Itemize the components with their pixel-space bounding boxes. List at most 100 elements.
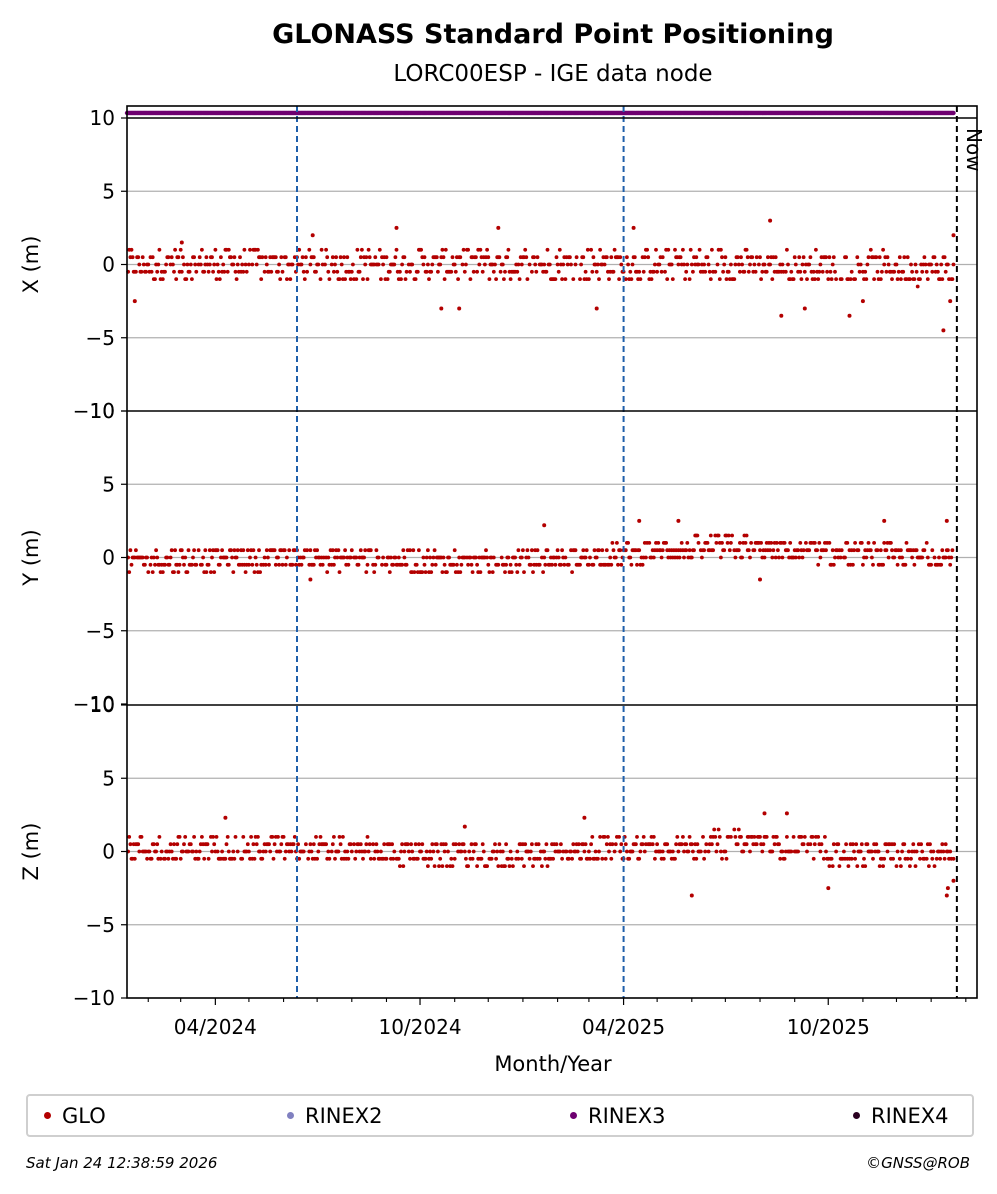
data-point (884, 548, 889, 553)
data-point (182, 562, 186, 567)
data-point (655, 269, 659, 274)
data-point (834, 277, 838, 281)
data-point (445, 570, 449, 574)
data-point (503, 269, 507, 274)
data-point (130, 255, 135, 260)
data-point (637, 518, 642, 523)
data-point (514, 562, 519, 567)
data-point (576, 842, 581, 847)
legend: GLO RINEX2 RINEX3 RINEX4 (26, 1094, 974, 1137)
data-point (240, 262, 245, 267)
data-point (403, 277, 408, 281)
data-point (797, 555, 802, 560)
data-point (153, 562, 157, 567)
data-point (768, 548, 772, 553)
data-point (909, 262, 913, 267)
y-tick-label: 0 (102, 253, 115, 277)
data-point (225, 269, 230, 274)
data-point (516, 262, 521, 267)
data-point (507, 864, 512, 868)
data-point (342, 255, 346, 260)
data-point (186, 849, 191, 854)
data-point (320, 562, 325, 567)
data-point (354, 277, 359, 281)
data-point (280, 269, 285, 274)
data-point (354, 555, 359, 560)
data-point (423, 570, 428, 574)
data-point (374, 548, 379, 553)
data-point (324, 247, 328, 252)
data-point (459, 849, 464, 854)
data-point (802, 269, 807, 274)
data-point (583, 269, 588, 274)
data-point (563, 277, 568, 281)
data-point (343, 548, 347, 553)
data-point (279, 255, 284, 260)
data-point (384, 255, 389, 260)
data-point (679, 842, 684, 847)
data-point (404, 562, 409, 567)
data-point (360, 247, 364, 252)
x-tick-label: 04/2025 (582, 1015, 665, 1039)
data-point (715, 262, 720, 267)
data-point (515, 269, 520, 274)
data-point (886, 262, 891, 267)
data-point (443, 842, 448, 847)
glo-series (126, 218, 956, 333)
data-point (242, 247, 247, 252)
data-point (862, 856, 866, 861)
data-point (553, 277, 558, 281)
data-point (951, 878, 956, 883)
data-point (155, 842, 160, 847)
data-point (854, 842, 859, 847)
data-point (424, 849, 429, 854)
data-point (819, 842, 824, 847)
data-point (799, 835, 804, 839)
data-point (792, 255, 797, 260)
data-point (736, 548, 741, 553)
data-point (209, 570, 213, 574)
data-point (581, 548, 586, 553)
data-point (719, 555, 723, 560)
data-point (617, 277, 621, 281)
data-point (155, 269, 160, 274)
data-point (707, 269, 712, 274)
data-point (287, 548, 292, 553)
data-point (713, 269, 718, 274)
data-point (297, 247, 302, 252)
data-point (148, 562, 153, 567)
data-point (853, 856, 857, 861)
data-point (598, 835, 602, 839)
data-point (555, 262, 560, 267)
data-point (839, 277, 844, 281)
data-point (741, 849, 746, 854)
data-point (490, 570, 495, 574)
data-point (735, 255, 740, 260)
data-point (932, 555, 937, 560)
data-point (283, 562, 288, 567)
data-point (264, 262, 269, 267)
data-point (695, 842, 700, 847)
data-point (145, 856, 150, 861)
data-point (183, 555, 188, 560)
data-point (430, 562, 435, 567)
data-point (333, 262, 337, 267)
data-point (836, 842, 841, 847)
data-point (530, 842, 534, 847)
data-point (623, 548, 628, 553)
data-point (446, 849, 450, 854)
data-point (149, 856, 154, 861)
data-point (628, 555, 633, 560)
data-point (630, 262, 635, 267)
data-point (934, 262, 939, 267)
data-point (220, 548, 225, 553)
data-point (543, 562, 548, 567)
data-point (544, 269, 549, 274)
data-point (304, 255, 308, 260)
data-point (372, 570, 377, 574)
data-point (684, 842, 689, 847)
data-point (748, 262, 752, 267)
data-point (669, 262, 674, 267)
data-point (299, 562, 304, 567)
data-point (942, 856, 947, 861)
